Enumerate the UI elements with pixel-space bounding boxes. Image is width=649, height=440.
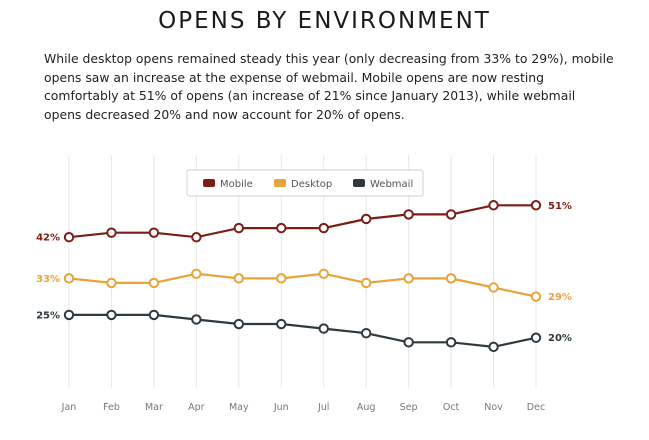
x-tick-dec: Dec [527,402,545,413]
chart-description: While desktop opens remained steady this… [44,51,614,122]
legend-box [186,169,424,197]
mobile-point-jun [276,222,287,234]
desktop-point-jul [318,268,329,279]
desktop-point-jun [276,273,287,284]
x-tick-oct: Oct [443,402,460,413]
webmail-point-apr [191,314,202,325]
x-tick-aug: Aug [357,402,376,413]
webmail-point-may [233,318,245,330]
desktop-legend-label: Desktop [291,179,332,190]
mobile-point-sep [403,209,414,220]
desktop-point-may [233,273,245,284]
webmail-end-label: 20% [548,333,572,344]
x-tick-may: May [229,402,249,413]
x-tick-mar: Mar [145,402,163,413]
desktop-end-label: 29% [548,292,572,303]
mobile-point-apr [191,232,202,243]
x-tick-feb: Feb [103,402,120,413]
desktop-series-line [68,272,537,298]
mobile-point-aug [360,213,372,225]
mobile-legend-swatch [203,179,215,187]
mobile-point-jan [63,232,75,243]
desktop-point-jan [63,273,75,284]
desktop-point-aug [360,277,372,289]
x-tick-jan: Jan [61,402,77,413]
mobile-point-feb [106,227,117,238]
webmail-series-line [69,313,537,349]
webmail-legend-label: Webmail [370,179,413,190]
x-tick-apr: Apr [188,402,205,413]
desktop-point-nov [488,282,499,293]
x-tick-nov: Nov [484,402,503,413]
webmail-point-mar [148,309,160,321]
mobile-legend-label: Mobile [220,179,253,190]
chart-title: OPENS BY ENVIRONMENT [158,8,491,34]
x-tick-jun: Jun [273,402,289,413]
webmail-point-sep [403,337,414,348]
x-tick-jul: Jul [317,402,329,413]
desktop-point-apr [191,268,202,279]
x-tick-sep: Sep [400,402,418,413]
desktop-point-feb [106,277,117,289]
webmail-start-label: 25% [36,310,60,321]
webmail-point-feb [106,309,117,321]
webmail-point-jun [276,318,287,330]
mobile-point-mar [148,227,160,238]
desktop-point-mar [148,277,160,289]
webmail-legend-swatch [353,179,365,187]
webmail-point-oct [445,337,457,348]
webmail-point-jul [318,323,329,334]
desktop-start-label: 33% [36,274,60,285]
webmail-point-aug [360,327,372,339]
desktop-legend-swatch [274,179,286,187]
mobile-end-label: 51% [548,201,572,212]
webmail-point-dec [530,332,542,343]
mobile-series-line [68,204,536,239]
mobile-point-oct [445,209,457,220]
webmail-point-nov [488,341,499,353]
mobile-start-label: 42% [36,233,60,244]
desktop-point-sep [403,273,414,284]
desktop-point-dec [530,291,542,302]
webmail-point-jan [63,309,75,321]
mobile-point-may [233,222,245,234]
desktop-point-oct [445,273,457,284]
mobile-point-jul [318,222,329,234]
mobile-point-nov [488,200,499,211]
mobile-point-dec [530,200,542,211]
